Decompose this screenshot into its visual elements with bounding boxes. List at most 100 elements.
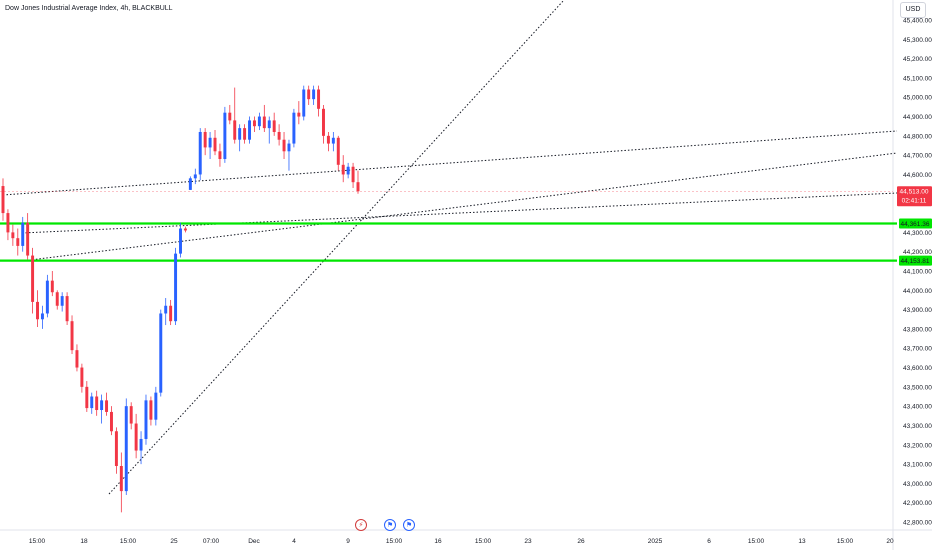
price-axis[interactable]: 45,400.00 45,300.00 45,200.00 45,100.00 45,0… [903,18,932,527]
level-badge-value: 44,153.81 [901,258,930,265]
candle-body [114,431,118,467]
candle-body [144,400,148,439]
candle-body [174,253,178,322]
candle-body [198,131,202,175]
candle-body [356,182,360,192]
trendlines [2,0,898,495]
candle-body [213,137,217,152]
candle-body [21,222,25,246]
candle-body [183,228,187,231]
candle-body [193,174,197,179]
time-tick-label: 13 [798,538,806,545]
price-tick-label: 43,600.00 [903,365,932,372]
candle-body [228,112,232,121]
candle-body [341,164,345,175]
candle-body [40,313,44,320]
time-tick-label: 20 [886,538,894,545]
candle-body [75,350,79,368]
candle-body [16,238,20,246]
time-axis[interactable]: 15:00 18 15:00 25 07:00 Dec 4 9 15:00 16 15:00 23 26… [29,538,894,545]
price-tick-label: 45,300.00 [903,37,932,44]
price-tick-label: 43,000.00 [903,481,932,488]
time-tick-label: 4 [292,538,296,545]
candle-body [203,131,207,148]
level-badge [899,255,932,266]
time-tick-label: 6 [707,538,711,545]
time-tick-label: 07:00 [203,538,220,545]
candle-body [105,400,109,412]
trendline-upper-channel[interactable] [2,130,898,196]
price-tick-label: 44,900.00 [903,114,932,121]
us-flag-event-icon[interactable]: ⚑ [384,519,396,531]
time-tick-label: 23 [524,538,532,545]
price-tick-label: 45,200.00 [903,56,932,63]
candle-body [85,386,89,409]
current-price-badge [897,186,932,207]
candle-body [307,89,311,100]
candle-body [164,305,168,314]
candle-body [169,305,173,322]
candle-body [243,128,247,140]
currency-button[interactable]: USD [900,2,926,18]
candle-body [336,137,340,165]
candle-body [252,120,256,127]
candle-body [331,137,335,144]
price-tick-label: 45,000.00 [903,95,932,102]
candle-body [287,143,291,152]
candle-body [292,112,296,144]
candle-body [218,151,222,160]
candle-body [272,120,276,132]
candle-body [50,280,54,293]
candle-body [26,222,30,256]
flash-event-icon[interactable]: ⚡ [355,519,367,531]
time-tick-label: 25 [170,538,178,545]
current-price-value: 44,513.00 [900,188,929,195]
price-tick-label: 43,200.00 [903,442,932,449]
candle-body [267,120,271,129]
trendline-mid-channel[interactable] [21,192,898,234]
time-tick-label: 15:00 [837,538,854,545]
trendline-lower-channel[interactable] [21,152,898,262]
time-tick-label: 15:00 [120,538,137,545]
time-tick-label: 26 [577,538,585,545]
horizontal-levels [0,222,897,262]
candle-body [346,166,350,175]
candle-body [282,139,286,152]
candle-body [124,406,128,492]
us-flag-event-icon[interactable]: ⚑ [403,519,415,531]
level-badge [899,218,932,229]
candles [1,85,360,513]
price-tick-label: 43,300.00 [903,423,932,430]
price-tick-label: 45,100.00 [903,75,932,82]
time-tick-label: Dec [248,538,260,545]
candle-body [6,213,10,233]
candle-body [188,178,192,190]
candle-countdown: 02:41:11 [902,197,927,204]
candle-body [100,400,104,411]
candle-body [326,135,330,144]
price-tick-label: 43,800.00 [903,326,932,333]
price-tick-label: 44,600.00 [903,172,932,179]
time-tick-label: 15:00 [475,538,492,545]
candle-body [312,89,316,100]
trendline-steep-support[interactable] [108,0,565,495]
price-tick-label: 44,000.00 [903,288,932,295]
price-tick-label: 44,200.00 [903,249,932,256]
candle-body [322,108,325,136]
candle-body [233,120,237,140]
candle-body [31,255,35,302]
candle-body [60,296,64,306]
candle-body [139,438,143,451]
time-tick-label: 15:00 [748,538,765,545]
price-tick-label: 43,100.00 [903,462,932,469]
candle-body [11,232,15,239]
candle-body [1,186,5,214]
candle-body [248,120,252,140]
price-tick-label: 44,300.00 [903,230,932,237]
candle-body [179,228,182,254]
level-badge-value: 44,361.36 [901,221,930,228]
price-tick-label: 44,700.00 [903,153,932,160]
candle-body [134,423,138,451]
